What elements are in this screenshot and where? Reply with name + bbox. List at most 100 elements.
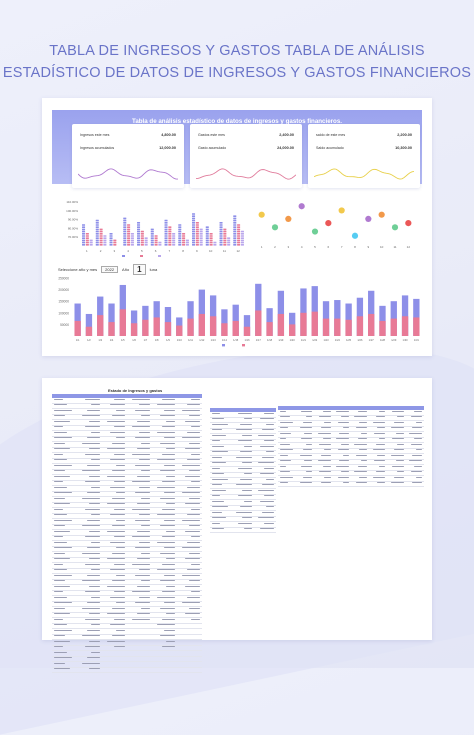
bar-income <box>277 290 285 336</box>
bar-segment <box>233 237 237 239</box>
table-row <box>52 607 202 613</box>
table-cell <box>54 558 70 560</box>
month-select[interactable]: 1 <box>133 264 146 275</box>
table-cell <box>107 558 125 560</box>
bar-segment <box>209 235 213 237</box>
bar-segment <box>178 239 182 242</box>
table-cell <box>182 602 200 604</box>
table-cell <box>111 607 125 609</box>
table-cell <box>357 465 368 467</box>
bar-segment <box>233 233 237 235</box>
table-cell <box>184 420 200 422</box>
table-cell <box>84 646 100 648</box>
table-cell <box>136 530 150 532</box>
bar-segment <box>178 244 182 246</box>
bar-segment <box>82 226 86 228</box>
table-cell <box>166 558 175 560</box>
table-cell <box>84 481 100 483</box>
bar-segment <box>137 233 141 235</box>
table-row <box>52 574 202 580</box>
page-title-line1: TABLA DE INGRESOS Y GASTOS TABLA DE ANÁL… <box>49 43 425 59</box>
bar-segment <box>144 244 148 246</box>
x-tick-label: 5 <box>141 249 143 253</box>
table-cell <box>236 484 252 486</box>
bar-segment <box>209 237 213 239</box>
table-cell <box>280 432 292 434</box>
bar-segment <box>140 241 144 244</box>
table-row <box>278 482 424 487</box>
table-row <box>52 442 202 448</box>
table-cell <box>164 547 175 549</box>
table-cell <box>139 569 150 571</box>
bar-segment <box>192 226 196 228</box>
table-cell <box>266 423 274 425</box>
bar-expense <box>187 318 194 336</box>
table-cell <box>410 471 422 473</box>
table-cell <box>86 409 100 411</box>
bar-segment <box>82 224 86 226</box>
bar-segment <box>123 228 127 231</box>
table-cell <box>54 607 65 609</box>
bar-segment <box>103 239 107 242</box>
table-cell <box>244 500 252 502</box>
table-cell <box>280 476 293 478</box>
kpi-label: saldo de este mes <box>316 133 346 137</box>
bar-expense <box>266 322 273 336</box>
bar-segment <box>192 241 196 244</box>
table-cell <box>340 471 349 473</box>
x-tick-label: 7 <box>341 245 343 249</box>
y-tick-label: 250000 <box>58 277 69 281</box>
bar-segment <box>130 235 134 237</box>
table-cell <box>89 585 100 587</box>
table-cell <box>379 438 386 440</box>
bar-segment <box>150 237 154 239</box>
table-cell <box>238 412 252 414</box>
monthly-summary-table <box>278 406 424 487</box>
table-cell <box>82 607 100 609</box>
table-row <box>52 426 202 431</box>
table-cell <box>191 536 200 538</box>
bar-segment <box>150 233 154 235</box>
bar-expense <box>142 319 149 336</box>
table-row <box>210 412 276 418</box>
daily-income-expense-chart: 250000 200000 150000 100000 50000 1/1 1/2 1/3 1/… <box>58 277 420 347</box>
table-cell <box>91 569 100 571</box>
bar-segment <box>240 233 244 235</box>
table-cell <box>182 409 200 411</box>
table-cell <box>191 591 200 593</box>
table-cell <box>82 580 100 582</box>
x-tick-label: 1/24 <box>335 338 341 342</box>
table-cell <box>236 511 252 513</box>
table-row <box>52 415 202 420</box>
bar-expense <box>153 317 160 336</box>
bar-segment <box>164 228 168 231</box>
table-cell <box>280 449 293 451</box>
bar-segment <box>127 224 131 226</box>
table-cell <box>54 646 63 648</box>
table-cell <box>157 431 175 433</box>
table-cell <box>54 613 70 615</box>
table-cell <box>54 596 68 598</box>
year-select[interactable]: 2022 <box>101 266 119 273</box>
table-cell <box>86 437 100 439</box>
table-cell <box>141 525 150 527</box>
table-cell <box>360 460 368 462</box>
table-cell <box>212 522 220 524</box>
bar-segment <box>237 230 241 233</box>
x-tick-label: 1/2 <box>87 338 91 342</box>
table-cell <box>164 492 175 494</box>
table-cell <box>139 404 150 406</box>
bar-segment <box>137 244 141 246</box>
table-cell <box>212 429 222 431</box>
table-cell <box>302 421 313 423</box>
table-cell <box>54 635 65 637</box>
table-cell <box>54 426 63 428</box>
table-row <box>52 596 202 602</box>
bar-segment <box>164 222 168 224</box>
x-tick-label: 4 <box>127 249 129 253</box>
table-cell <box>191 398 200 400</box>
table-cell <box>84 453 100 455</box>
table-cell <box>109 624 125 626</box>
table-cell <box>182 519 200 521</box>
table-cell <box>212 434 226 436</box>
